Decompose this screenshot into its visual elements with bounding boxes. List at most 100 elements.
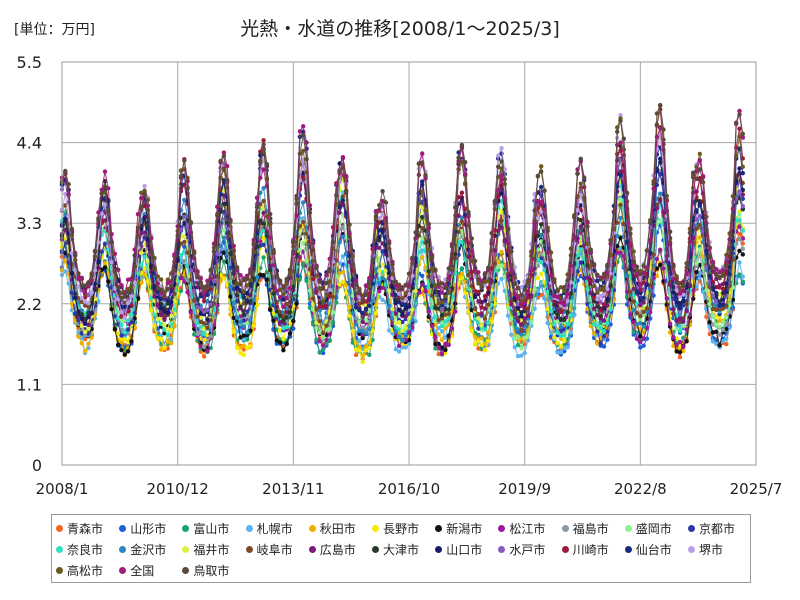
data-point [601, 288, 607, 293]
data-point [463, 172, 468, 177]
data-point [740, 171, 745, 176]
data-point [486, 320, 491, 325]
data-point [86, 341, 91, 346]
data-point [261, 221, 266, 226]
data-point [116, 331, 121, 336]
data-point [182, 239, 187, 245]
data-point [251, 323, 256, 328]
data-point [552, 322, 557, 327]
data-point [654, 273, 660, 279]
data-point [446, 307, 451, 312]
data-point [565, 322, 570, 327]
data-point [502, 263, 507, 269]
data-point [720, 327, 726, 333]
data-point [129, 339, 134, 344]
data-point [244, 330, 250, 335]
data-point [231, 329, 236, 334]
data-point [727, 325, 732, 330]
data-point [261, 255, 266, 260]
data-point [340, 194, 346, 199]
data-point [664, 296, 669, 301]
data-point [198, 294, 203, 299]
data-point [208, 302, 213, 307]
series-lines [59, 102, 745, 365]
data-point [724, 289, 729, 294]
data-point [281, 291, 286, 296]
data-point [79, 296, 85, 301]
data-point [211, 241, 217, 246]
data-point [420, 248, 425, 253]
data-point [254, 303, 260, 308]
data-point [496, 188, 501, 193]
data-point [168, 341, 174, 346]
data-point [129, 312, 134, 317]
data-point [139, 280, 144, 285]
data-point [340, 254, 346, 259]
data-point [466, 273, 471, 278]
data-point [439, 337, 445, 343]
data-point [182, 214, 187, 219]
data-point [562, 317, 567, 323]
data-point [363, 348, 369, 353]
data-point [714, 290, 719, 296]
data-point [420, 255, 425, 260]
data-point [519, 346, 524, 351]
data-point [624, 239, 630, 244]
data-point [568, 330, 574, 335]
data-point [548, 273, 554, 278]
data-point [449, 326, 455, 331]
data-point [393, 347, 398, 352]
data-point [555, 350, 560, 355]
data-point [565, 309, 570, 315]
data-point [188, 268, 194, 273]
data-point [79, 316, 85, 322]
data-point [433, 314, 438, 319]
data-point [281, 336, 286, 342]
data-point [492, 301, 498, 306]
data-point [658, 247, 663, 252]
data-point [264, 277, 270, 282]
data-point [595, 329, 600, 334]
data-point [638, 345, 643, 350]
data-point [340, 279, 346, 285]
data-point [201, 291, 207, 296]
data-point [337, 271, 342, 276]
data-point [102, 169, 108, 174]
data-point [363, 331, 369, 336]
data-point [529, 319, 534, 324]
data-point [512, 345, 517, 350]
data-point [598, 332, 603, 337]
data-point [704, 287, 709, 293]
data-point [519, 328, 524, 334]
data-point [499, 249, 504, 255]
data-point [737, 236, 742, 242]
data-point [638, 320, 643, 326]
data-point [261, 210, 266, 216]
data-point [595, 297, 600, 302]
data-point [654, 256, 660, 262]
data-point [548, 324, 554, 329]
data-point [426, 309, 431, 314]
data-point [420, 179, 425, 184]
data-point [225, 283, 230, 288]
data-point [558, 324, 564, 329]
data-point [671, 335, 676, 340]
data-point [519, 353, 524, 358]
data-point [353, 347, 359, 352]
data-point [420, 151, 425, 156]
data-point [82, 348, 88, 354]
data-point [737, 212, 742, 217]
data-point [439, 329, 445, 334]
data-point [360, 346, 365, 352]
data-point [357, 344, 362, 350]
data-point [476, 289, 481, 295]
data-point [403, 290, 408, 296]
data-point [555, 330, 560, 335]
data-point [370, 328, 375, 333]
data-point [112, 327, 118, 332]
data-point [86, 315, 91, 320]
data-point [618, 250, 623, 255]
data-point [340, 269, 346, 275]
data-point [340, 234, 346, 239]
data-point [311, 276, 316, 282]
